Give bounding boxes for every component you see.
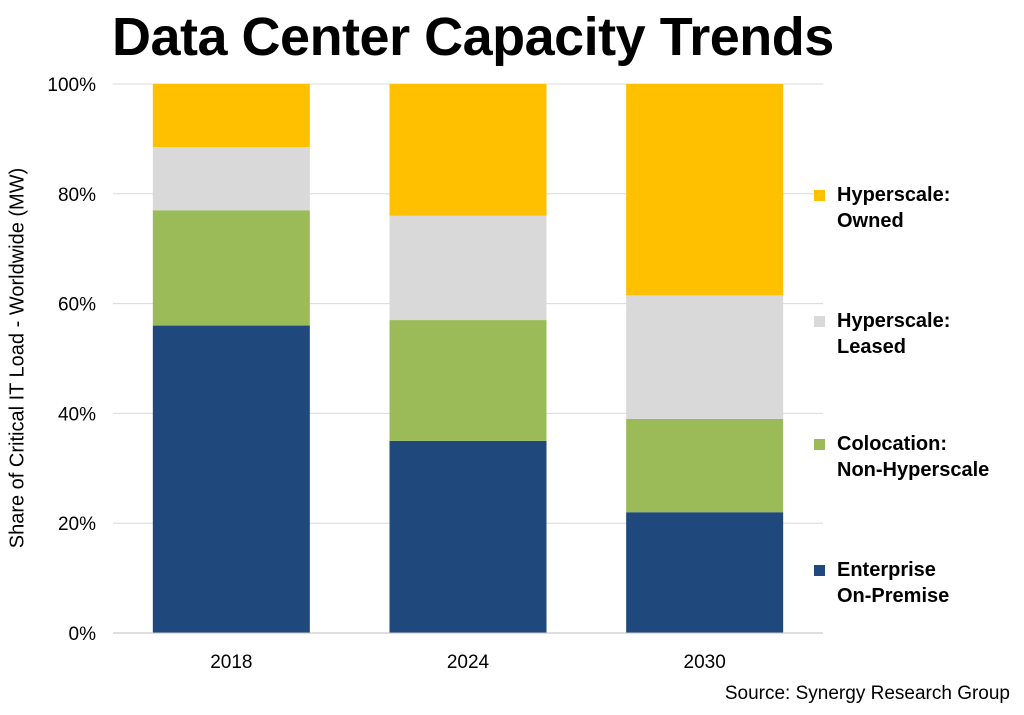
bar-segment-2030-1 — [626, 418, 784, 513]
legend-item: Colocation: Non-Hyperscale — [814, 431, 1017, 483]
y-tick-label: 100% — [47, 75, 96, 96]
bar-segment-2030-3 — [626, 84, 784, 296]
y-tick-label: 40% — [58, 404, 96, 425]
legend-item: Enterprise On-Premise — [814, 557, 1017, 609]
legend-item: Hyperscale: Leased — [814, 308, 1017, 360]
bar-segment-2024-3 — [389, 84, 547, 216]
y-axis-label: Share of Critical IT Load - Worldwide (M… — [6, 167, 29, 549]
legend-swatch — [814, 439, 825, 450]
bar-segment-2018-3 — [152, 84, 310, 148]
y-tick-label: 80% — [58, 185, 96, 206]
legend-label-line: On-Premise — [837, 585, 950, 607]
bar-segment-2018-1 — [152, 210, 310, 326]
legend-label-line: Hyperscale: — [837, 184, 951, 206]
y-tick-label: 60% — [58, 295, 96, 316]
legend-label-line: Enterprise — [837, 559, 936, 581]
legend-label-line: Colocation: — [837, 433, 947, 455]
legend-label: Hyperscale: Owned — [837, 182, 1017, 234]
legend-swatch — [814, 565, 825, 576]
legend-label-line: Leased — [837, 336, 906, 358]
bar-segment-2018-2 — [152, 147, 310, 211]
bar-segment-2024-2 — [389, 215, 547, 321]
bar-segment-2024-0 — [389, 440, 547, 633]
legend-swatch — [814, 316, 825, 327]
bar-segment-2030-2 — [626, 295, 784, 419]
x-tick-label: 2018 — [210, 652, 252, 673]
bar-segment-2030-0 — [626, 512, 784, 633]
legend-label-line: Non-Hyperscale — [837, 459, 990, 481]
legend-item: Hyperscale: Owned — [814, 182, 1017, 234]
chart-title: Data Center Capacity Trends — [112, 7, 834, 67]
y-tick-label: 20% — [58, 514, 96, 535]
chart-legend: Hyperscale: Owned Hyperscale: Leased Colocat… — [814, 0, 1019, 715]
bar-segment-2018-0 — [152, 325, 310, 633]
bar-segment-2024-1 — [389, 320, 547, 441]
y-tick-label: 0% — [69, 624, 97, 645]
legend-label-line: Owned — [837, 210, 904, 232]
x-tick-label: 2030 — [684, 652, 726, 673]
legend-label: Hyperscale: Leased — [837, 308, 1017, 360]
legend-label-line: Hyperscale: — [837, 310, 951, 332]
legend-label: Enterprise On-Premise — [837, 557, 1017, 609]
legend-label: Colocation: Non-Hyperscale — [837, 431, 1017, 483]
legend-swatch — [814, 190, 825, 201]
x-tick-label: 2024 — [447, 652, 490, 673]
source-note: Source: Synergy Research Group — [724, 683, 1010, 704]
